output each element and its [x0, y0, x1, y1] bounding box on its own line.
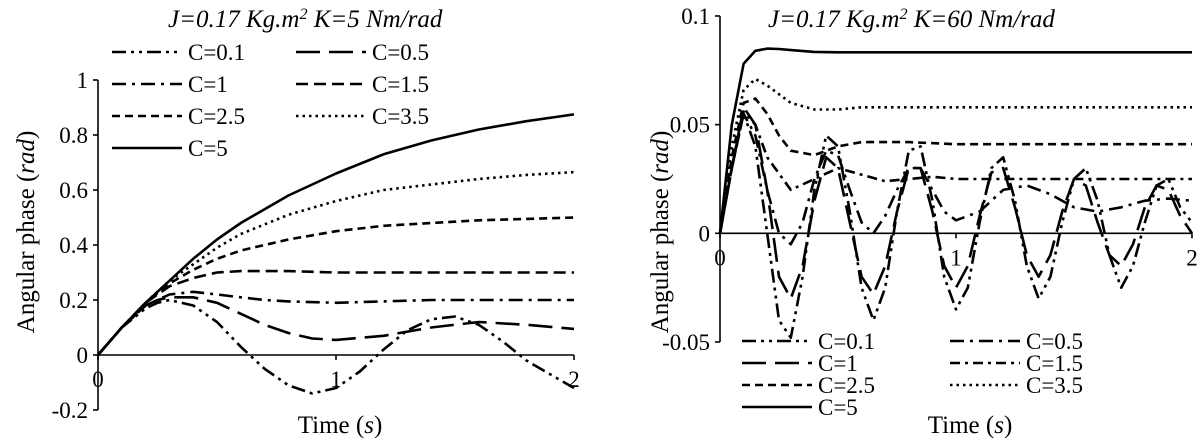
left-series-c-0-5 [97, 295, 575, 356]
right-series-c-3-5 [718, 77, 1192, 234]
right-x-tick-label: 2 [1186, 245, 1198, 270]
left-y-tick-label: 0.8 [59, 123, 88, 148]
right-chart-title: J=0.17 Kg.m2 K=60 Nm/rad [768, 6, 1055, 34]
right-series-c-1-5 [718, 110, 1192, 234]
left-y-tick-label: -0.2 [52, 398, 88, 423]
right-legend-label: C=0.5 [1026, 329, 1083, 354]
left-chart-title: J=0.17 Kg.m2 K=5 Nm/rad [168, 6, 443, 34]
left-legend-label: C=1.5 [372, 72, 429, 97]
left-chart: J=0.17 Kg.m2 K=5 Nm/rad Angular phase (r… [13, 6, 580, 440]
left-y-tick-label: 0 [77, 343, 89, 368]
right-x-tick-label: 0 [714, 245, 726, 270]
left-legend-label: C=0.1 [188, 40, 245, 65]
right-x-tick-label: 1 [950, 245, 962, 270]
left-y-tick-label: 0.6 [59, 178, 88, 203]
right-legend-label: C=3.5 [1026, 373, 1083, 398]
left-legend-label: C=3.5 [372, 104, 429, 129]
right-y-tick-label: 0 [699, 221, 711, 246]
left-x-tick-label: 2 [568, 367, 580, 392]
right-legend-label: C=5 [818, 395, 858, 420]
right-series-c-0-5 [718, 112, 1193, 246]
right-legend-label: C=0.1 [818, 329, 875, 354]
left-legend-label: C=2.5 [188, 104, 245, 129]
right-chart-xlabel: Time (s) [928, 412, 1013, 439]
left-chart-ylabel: Angular phase (rad) [13, 131, 40, 334]
right-legend-label: C=1 [818, 351, 858, 376]
left-series-c-5 [97, 113, 575, 356]
left-legend-label: C=0.5 [372, 40, 429, 65]
left-y-tick-label: 0.4 [59, 233, 88, 258]
left-y-tick-label: 1 [77, 68, 89, 93]
right-series-c-1 [718, 106, 1194, 300]
left-legend-label: C=5 [188, 136, 228, 161]
right-chart: J=0.17 Kg.m2 K=60 Nm/rad Angular phase (… [647, 4, 1198, 439]
left-x-tick-label: 0 [92, 367, 104, 392]
right-y-tick-label: 0.1 [681, 4, 710, 29]
left-series-c-1-5 [97, 269, 574, 356]
left-chart-xlabel: Time (s) [298, 412, 383, 439]
right-series-c-2-5 [718, 97, 1192, 234]
right-y-tick-label: -0.05 [662, 330, 710, 355]
right-chart-ylabel: Angular phase (rad) [647, 131, 674, 334]
left-series-c-3-5 [97, 170, 575, 356]
right-legend-label: C=1.5 [1026, 351, 1083, 376]
left-legend-label: C=1 [188, 72, 228, 97]
left-x-tick-label: 1 [330, 367, 342, 392]
left-series-c-1 [97, 290, 574, 356]
right-series-c-5 [718, 47, 1192, 234]
right-y-tick-label: 0.05 [670, 113, 710, 138]
right-series-c-0-1 [718, 112, 1194, 340]
left-y-tick-label: 0.2 [59, 288, 88, 313]
right-legend-label: C=2.5 [818, 373, 875, 398]
